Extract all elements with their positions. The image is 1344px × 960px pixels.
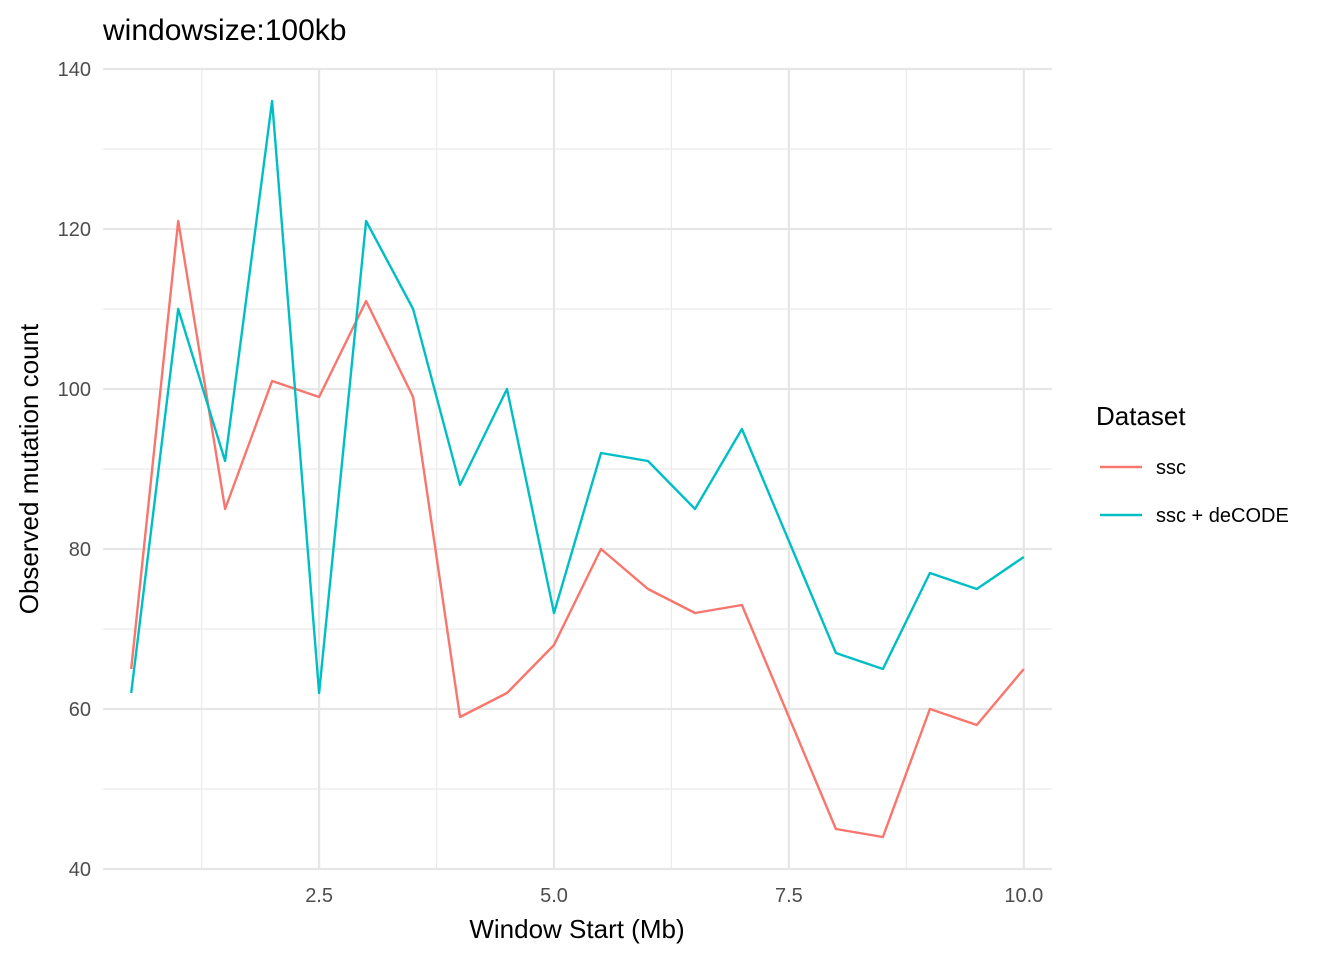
grid (103, 67, 1052, 871)
y-axis-ticks: 40 60 80 100 120 140 (58, 59, 91, 881)
x-tick-label: 5.0 (540, 885, 568, 907)
x-tick-label: 10.0 (1004, 885, 1043, 907)
x-axis-ticks: 2.5 5.0 7.5 10.0 (305, 885, 1043, 907)
series-line-1 (130, 219, 1025, 839)
y-tick-label: 140 (58, 59, 91, 81)
y-axis-label: Observed mutation count (14, 323, 44, 614)
y-tick-label: 80 (69, 539, 91, 561)
x-tick-label: 2.5 (305, 885, 333, 907)
legend-label-1: ssc (1156, 457, 1186, 479)
y-tick-label: 40 (69, 859, 91, 881)
legend: Dataset ssc ssc + deCODE (1096, 401, 1289, 527)
chart-title: windowsize:100kb (102, 14, 346, 47)
y-tick-label: 120 (58, 219, 91, 241)
x-axis-label: Window Start (Mb) (469, 914, 684, 944)
y-tick-label: 100 (58, 379, 91, 401)
legend-title: Dataset (1096, 401, 1186, 431)
series-lines (130, 99, 1025, 839)
series-line-2 (130, 99, 1025, 695)
legend-label-2: ssc + deCODE (1156, 505, 1289, 527)
x-tick-label: 7.5 (775, 885, 803, 907)
y-tick-label: 60 (69, 699, 91, 721)
